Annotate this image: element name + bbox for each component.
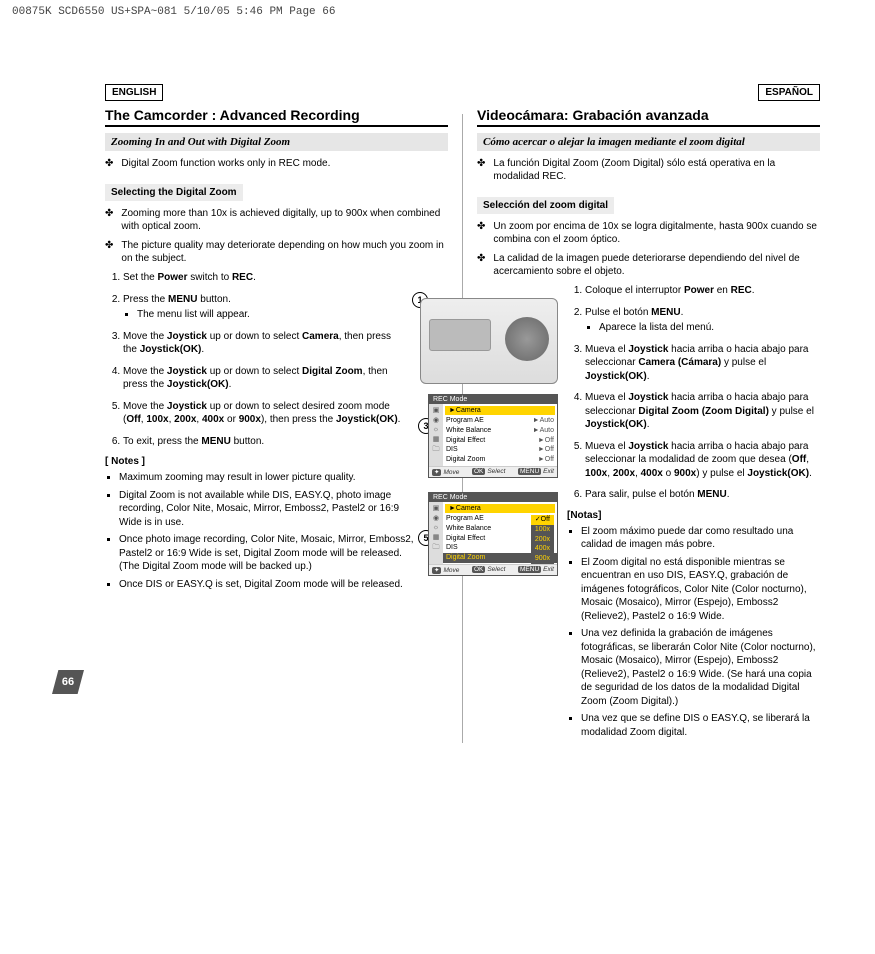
section-label-en: Selecting the Digital Zoom bbox=[105, 184, 243, 201]
camcorder-illustration bbox=[420, 298, 558, 384]
osd-header: REC Mode bbox=[429, 493, 557, 502]
notes-en: Maximum zooming may result in lower pict… bbox=[105, 471, 415, 591]
osd-footer: ✦Move OKSelect MENUExit bbox=[429, 466, 557, 477]
intro-text-es: La función Digital Zoom (Zoom Digital) s… bbox=[493, 157, 820, 183]
osd-zoom-options: ✓Off100x200x400x900x bbox=[531, 515, 554, 564]
osd-list-3: ►Camera Program AE►AutoWhite Balance►Aut… bbox=[443, 404, 557, 466]
osd-header: REC Mode bbox=[429, 395, 557, 404]
intro-en: ✤ Digital Zoom function works only in RE… bbox=[105, 157, 448, 170]
lang-tag-en: ENGLISH bbox=[105, 84, 163, 101]
diamond-icon: ✤ bbox=[105, 157, 113, 170]
title-es: Videocámara: Grabación avanzada bbox=[477, 107, 820, 127]
column-english: ENGLISH The Camcorder : Advanced Recordi… bbox=[105, 84, 448, 743]
osd-icon-strip: ▣◉☼▦🗀 bbox=[429, 502, 443, 564]
intro-es: ✤ La función Digital Zoom (Zoom Digital)… bbox=[477, 157, 820, 183]
osd-footer: ✦Move OKSelect MENUExit bbox=[429, 564, 557, 575]
osd-rows-3: Program AE►AutoWhite Balance►AutoDigital… bbox=[443, 416, 557, 465]
print-slug: 00875K SCD6550 US+SPA~081 5/10/05 5:46 P… bbox=[0, 0, 875, 24]
center-illustrations: REC Mode ▣◉☼▦🗀 ►Camera Program AE►AutoWh… bbox=[420, 298, 560, 590]
intro-text-en: Digital Zoom function works only in REC … bbox=[121, 157, 330, 170]
notes-hdr-en: [ Notes ] bbox=[105, 456, 448, 467]
section-bullets-en: ✤Zooming more than 10x is achieved digit… bbox=[105, 207, 448, 265]
section-bullets-es: ✤Un zoom por encima de 10x se logra digi… bbox=[477, 220, 820, 278]
osd-selected: ►Camera bbox=[445, 406, 555, 415]
osd-screen-5: REC Mode ▣◉☼▦🗀 ►Camera Program AEWhite B… bbox=[428, 492, 558, 576]
lang-tag-es: ESPAÑOL bbox=[758, 84, 820, 101]
subtitle-es: Cómo acercar o alejar la imagen mediante… bbox=[477, 133, 820, 151]
osd-icon-strip: ▣◉☼▦🗀 bbox=[429, 404, 443, 466]
osd-screen-3: REC Mode ▣◉☼▦🗀 ►Camera Program AE►AutoWh… bbox=[428, 394, 558, 478]
diamond-icon: ✤ bbox=[477, 157, 485, 183]
subtitle-en: Zooming In and Out with Digital Zoom bbox=[105, 133, 448, 151]
osd-selected: ►Camera bbox=[445, 504, 555, 513]
section-label-es: Selección del zoom digital bbox=[477, 197, 614, 214]
steps-en: Set the Power switch to REC.Press the ME… bbox=[105, 271, 405, 448]
title-en: The Camcorder : Advanced Recording bbox=[105, 107, 448, 127]
